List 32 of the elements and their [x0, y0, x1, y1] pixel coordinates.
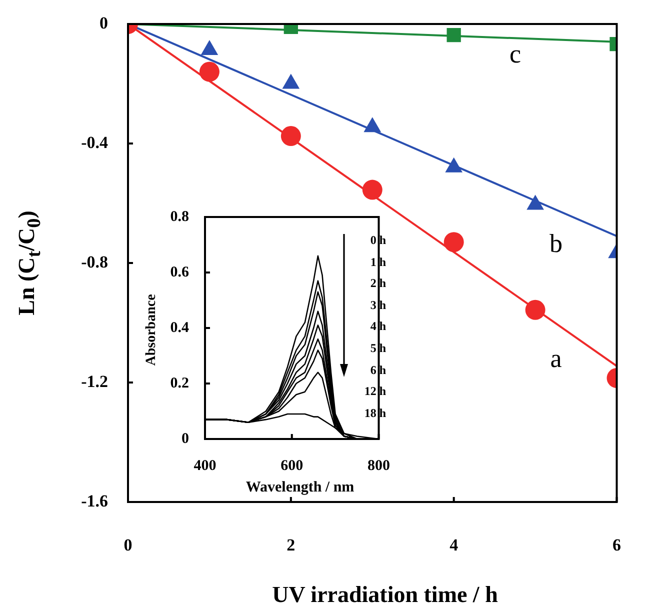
y-tick-label: -0.4 — [81, 132, 108, 152]
x-axis-title: UV irradiation time / h — [272, 582, 498, 608]
annotation: 4 h — [369, 318, 386, 336]
y-tick-label: 0.6 — [170, 264, 190, 280]
annotation: 2 h — [369, 275, 386, 292]
y-tick-label: 0 — [100, 13, 108, 32]
x-tick-label: 4 — [450, 536, 459, 555]
y-axis-title: Absorbance — [144, 294, 160, 366]
series-label: c — [510, 39, 522, 68]
annotation: 12 h — [363, 383, 386, 400]
x-axis-title: Wavelength / nm — [246, 480, 354, 496]
x-tick-label: 2 — [286, 536, 296, 555]
y-tick-label: -1.2 — [81, 372, 108, 391]
x-tick-label: 0 — [124, 536, 132, 555]
y-tick-label: -0.8 — [81, 252, 108, 272]
x-tick-label: 400 — [194, 458, 216, 474]
annotation: 1 h — [369, 254, 386, 271]
annotation: 0 h — [369, 232, 386, 249]
annotation: 5 h — [369, 340, 386, 357]
y-tick-label: 0.2 — [170, 375, 189, 392]
y-tick-label: 0.8 — [170, 208, 189, 225]
series-label: b — [550, 228, 563, 258]
x-tick-label: 6 — [612, 536, 621, 555]
y-tick-label: 0.4 — [170, 320, 190, 336]
annotation: 3 h — [369, 296, 386, 314]
series-label: a — [550, 344, 562, 373]
y-tick-label: 0 — [182, 430, 189, 447]
y-tick-label: -1.6 — [81, 491, 108, 510]
x-tick-label: 600 — [280, 458, 304, 474]
annotation: 6 h — [369, 362, 386, 379]
x-tick-label: 800 — [368, 458, 390, 474]
annotation: 18 h — [363, 404, 386, 422]
